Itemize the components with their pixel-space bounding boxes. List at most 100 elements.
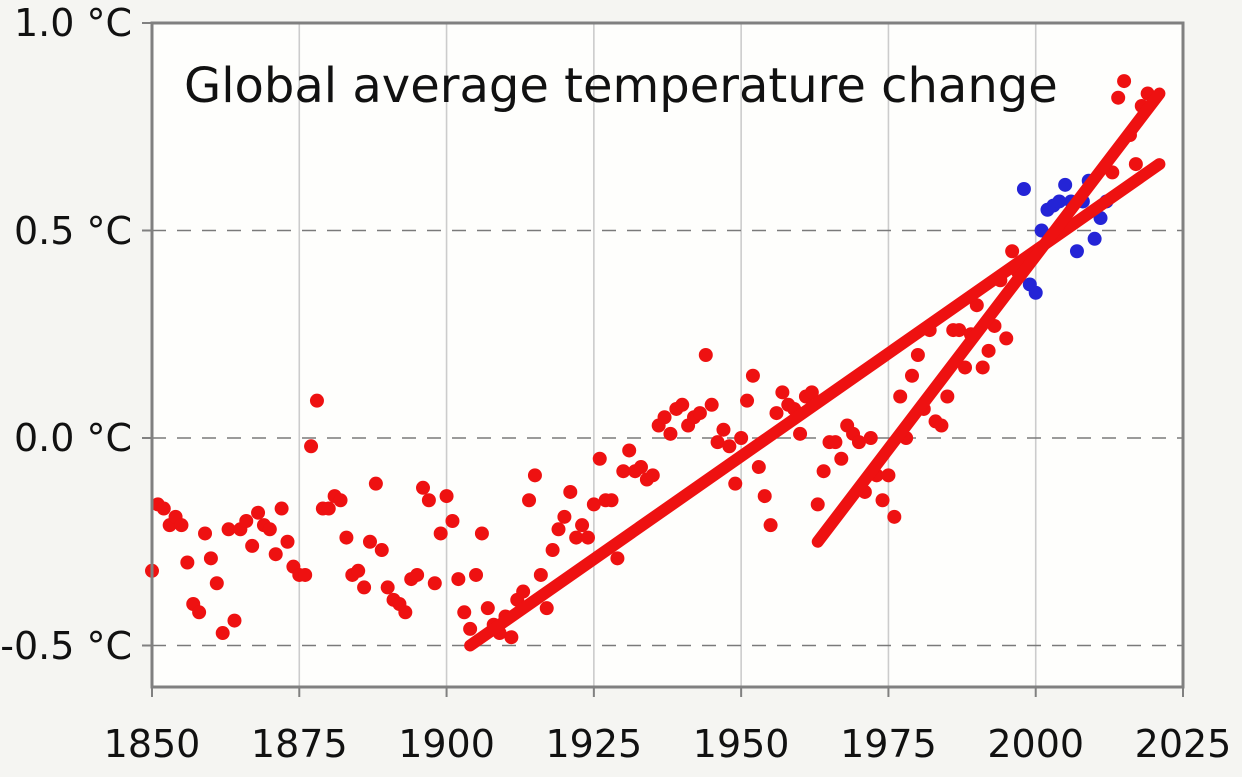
x-tick-label: 1875 [250,722,348,766]
data-point-red [221,522,236,537]
data-point-red [374,543,389,558]
data-point-red [816,464,831,479]
y-tick-label: -0.5 °C [0,623,132,668]
data-point-red [321,501,336,516]
y-tick-label: 0.0 °C [13,416,132,460]
data-point-blue [1058,177,1073,192]
data-point-red [734,431,749,445]
x-tick-label: 2025 [1134,722,1232,766]
data-point-red [751,460,766,475]
x-tick-label: 1975 [840,722,937,766]
data-point-red [156,501,171,516]
data-point-red [280,534,295,549]
data-point-red [940,389,955,404]
data-point-red [828,435,843,450]
data-point-blue [1052,194,1067,209]
data-point-red [775,385,790,400]
data-point-red [174,518,189,533]
data-point-red [522,493,537,508]
data-point-red [463,621,478,636]
data-point-red [887,509,902,524]
data-point-red [704,397,719,412]
data-point-red [333,493,348,508]
data-point-red [451,572,466,587]
data-point-blue [1028,285,1043,300]
data-point-red [592,451,607,466]
data-point-red [215,626,230,641]
data-point-red [834,451,849,466]
x-tick-label: 1925 [545,722,643,766]
data-point-red [881,468,896,483]
data-point-red [557,509,572,524]
data-point-red [586,497,601,512]
data-point-red [445,514,460,528]
x-tick-label: 1900 [398,722,495,766]
data-point-red [527,468,542,483]
data-point-red [304,439,319,454]
data-point-red [274,501,289,516]
data-point-red [958,360,973,375]
y-tick-label: 1.0 °C [13,1,132,45]
data-point-red [728,476,743,491]
data-point-red [1117,74,1132,89]
data-point-red [262,522,277,537]
data-point-red [239,514,254,528]
data-point-red [474,526,489,541]
data-point-red [740,393,755,408]
data-point-red [863,431,878,445]
data-point-red [545,543,560,558]
data-point-red [981,343,996,358]
data-point-red [969,298,984,313]
data-point-red [710,435,725,450]
data-point-red [539,601,554,616]
data-point-red [575,518,590,533]
data-point-red [245,538,260,553]
data-point-red [645,468,660,483]
data-point-red [1111,90,1126,105]
data-point-red [610,551,625,566]
recent-steeper-trend [811,87,1166,548]
data-point-red [203,551,218,566]
data-point-red [504,630,519,645]
data-point-red [421,493,436,508]
data-point-red [563,484,578,499]
data-point-red [793,426,808,441]
data-point-red [457,605,472,620]
data-point-red [698,348,713,362]
data-point-red [268,547,283,562]
data-point-red [622,443,637,458]
data-point-red [769,406,784,421]
data-point-red [934,418,949,433]
x-tick-label: 1850 [103,722,201,766]
data-point-red [480,601,495,616]
data-point-red [351,563,366,578]
plot-border [150,21,1185,689]
data-point-red [904,368,919,383]
data-point-red [298,567,313,582]
data-point-red [209,576,224,591]
data-point-red [469,567,484,582]
data-point-red [910,348,925,362]
data-point-red [716,422,731,437]
data-point-red [516,584,531,599]
data-point-red [398,605,413,620]
data-point-red [851,435,866,450]
data-point-red [362,534,377,549]
data-point-red [999,331,1014,346]
data-point-red [533,567,548,582]
data-point-red [433,526,448,541]
data-point-red [180,555,195,570]
data-point-red [439,489,454,504]
data-point-red [763,518,778,533]
data-point-red [416,480,431,495]
data-point-red [251,505,266,520]
data-point-blue [1069,244,1084,259]
data-point-red [616,464,631,479]
data-point-red [368,476,383,491]
data-point-red [198,526,213,541]
data-point-red [227,613,242,628]
data-point-red [604,493,619,508]
data-point-red [675,397,690,412]
data-point-red [380,580,395,595]
